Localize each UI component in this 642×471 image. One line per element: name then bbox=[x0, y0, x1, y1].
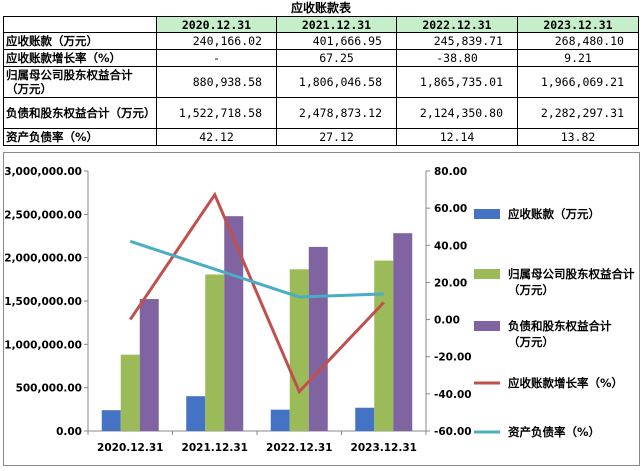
table-cell: 13.82 bbox=[517, 128, 639, 146]
bar-1 bbox=[355, 407, 375, 431]
table-cell: 12.14 bbox=[396, 128, 518, 146]
right-axis-tick-label: 80.00 bbox=[434, 166, 467, 178]
bar-3 bbox=[224, 216, 244, 431]
left-axis-tick-label: 3,000,000.00 bbox=[4, 166, 82, 178]
legend-swatch bbox=[474, 269, 500, 279]
column-header: 2023.12.31 bbox=[517, 16, 639, 33]
chart-area: 0.00 500,000.00 1,000,000.00 1,500,000.00 2,… bbox=[3, 152, 640, 466]
left-axis-tick-label: 1,000,000.00 bbox=[4, 339, 82, 351]
row-label: 应收账款（万元） bbox=[3, 32, 157, 50]
bar-2 bbox=[205, 274, 225, 431]
legend-swatch bbox=[474, 321, 500, 331]
table-row: 资产负债率（%） 42.12 27.12 12.14 13.82 bbox=[3, 128, 639, 146]
data-table: 2020.12.31 2021.12.31 2022.12.31 2023.12… bbox=[3, 16, 639, 146]
table-row: 应收账款（万元） 240,166.02 401,666.95 245,839.7… bbox=[3, 32, 639, 50]
bar-3 bbox=[308, 246, 328, 431]
table-cell: 240,166.02 bbox=[156, 32, 277, 50]
row-label: 资产负债率（%） bbox=[3, 128, 157, 146]
table-cell: 1,865,735.01 bbox=[396, 66, 518, 98]
bar-2 bbox=[289, 269, 309, 431]
column-header: 2022.12.31 bbox=[396, 16, 518, 33]
right-axis-tick-label: -40.00 bbox=[434, 389, 472, 401]
table-header-row: 2020.12.31 2021.12.31 2022.12.31 2023.12… bbox=[3, 16, 639, 33]
line-series-1 bbox=[129, 191, 385, 395]
table-row: 归属母公司股东权益合计（万元） 880,938.58 1,806,046.58 … bbox=[3, 66, 639, 98]
bar-3 bbox=[393, 233, 413, 431]
table-cell: 9.21 bbox=[517, 49, 639, 67]
table-cell: 1,806,046.58 bbox=[276, 66, 397, 98]
table-cell: -38.80 bbox=[396, 49, 518, 67]
table-title: 应收账款表 bbox=[290, 1, 351, 15]
line-series-2 bbox=[129, 239, 384, 299]
bar-3 bbox=[139, 299, 159, 431]
column-header: 2021.12.31 bbox=[276, 16, 397, 33]
table-cell: 268,480.10 bbox=[517, 32, 639, 50]
right-axis-tick-label: 40.00 bbox=[434, 240, 467, 252]
table-cell: 880,938.58 bbox=[156, 66, 277, 98]
right-axis-tick-label: -60.00 bbox=[434, 426, 472, 438]
table-cell: 42.12 bbox=[156, 128, 277, 146]
right-axis-tick-label: 20.00 bbox=[434, 277, 467, 289]
table-cell: 67.25 bbox=[276, 49, 397, 67]
legend-label: 资产负债率（%） bbox=[508, 425, 600, 439]
table-cell: 401,666.95 bbox=[276, 32, 397, 50]
table-cell: 2,282,297.31 bbox=[517, 97, 639, 129]
table-corner-cell bbox=[3, 16, 157, 33]
row-label: 负债和股东权益合计（万元） bbox=[3, 97, 157, 129]
table-cell: 27.12 bbox=[276, 128, 397, 146]
left-axis-tick-label: 2,500,000.00 bbox=[4, 209, 82, 221]
row-label: 归属母公司股东权益合计（万元） bbox=[3, 66, 157, 98]
bar-2 bbox=[374, 260, 394, 431]
right-axis-tick-label: 0.00 bbox=[434, 315, 460, 327]
table-cell: 245,839.71 bbox=[396, 32, 518, 50]
table-cell: - bbox=[156, 49, 277, 67]
x-axis-tick-label: 2020.12.31 bbox=[97, 442, 163, 454]
left-axis-tick-label: 500,000.00 bbox=[16, 383, 82, 395]
legend-swatch bbox=[474, 209, 500, 219]
x-axis-tick-label: 2022.12.31 bbox=[266, 442, 332, 454]
left-axis-tick-label: 1,500,000.00 bbox=[4, 296, 82, 308]
x-axis-tick-label: 2021.12.31 bbox=[182, 442, 248, 454]
table-cell: 2,478,873.12 bbox=[276, 97, 397, 129]
legend-label: 应收账款增长率（%） bbox=[508, 376, 623, 390]
bar-1 bbox=[101, 410, 121, 431]
row-label: 应收账款增长率（%） bbox=[3, 49, 157, 67]
legend-label: 归属母公司股东权益合计（万元） bbox=[508, 267, 635, 297]
legend-label: 应收账款（万元） bbox=[508, 207, 600, 221]
right-axis-tick-label: 60.00 bbox=[434, 203, 467, 215]
table-cell: 1,522,718.58 bbox=[156, 97, 277, 129]
table-row: 应收账款增长率（%） - 67.25 -38.80 9.21 bbox=[3, 49, 639, 67]
column-header: 2020.12.31 bbox=[156, 16, 277, 33]
x-axis-tick-label: 2023.12.31 bbox=[351, 442, 417, 454]
left-axis-tick-label: 2,000,000.00 bbox=[4, 253, 82, 265]
right-axis-tick-label: -20.00 bbox=[434, 352, 472, 364]
bar-1 bbox=[270, 409, 290, 431]
combo-chart: 0.00 500,000.00 1,000,000.00 1,500,000.00 2,… bbox=[4, 166, 635, 454]
table-cell: 1,966,069.21 bbox=[517, 66, 639, 98]
left-axis-tick-label: 0.00 bbox=[56, 426, 82, 438]
table-cell: 2,124,350.80 bbox=[396, 97, 518, 129]
legend-label: 负债和股东权益合计（万元） bbox=[508, 319, 612, 349]
table-row: 负债和股东权益合计（万元） 1,522,718.58 2,478,873.12 … bbox=[3, 97, 639, 129]
bar-2 bbox=[120, 354, 140, 431]
bar-1 bbox=[186, 396, 206, 431]
